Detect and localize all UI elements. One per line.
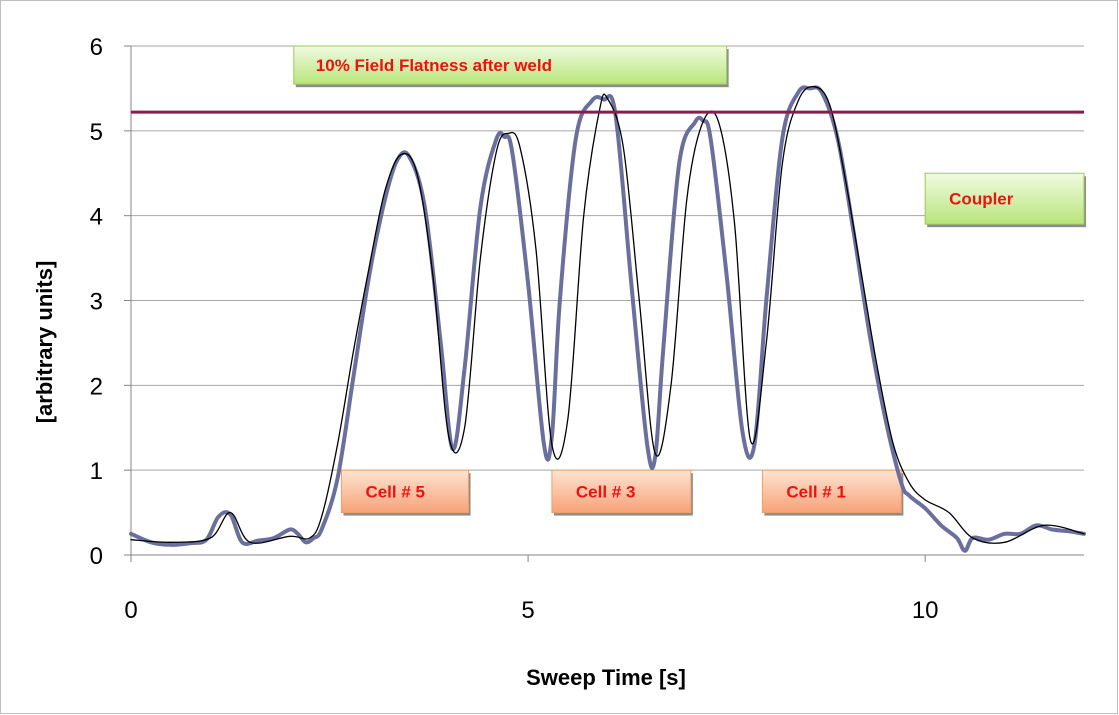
annotation-box	[293, 45, 728, 85]
annotation-box	[340, 469, 470, 514]
series-layer	[129, 85, 1086, 553]
y-tick-label: 3	[90, 289, 103, 316]
y-tick-label: 4	[90, 204, 103, 231]
annotation-label: Cell # 1	[786, 482, 846, 501]
y-tick-label: 1	[90, 458, 103, 485]
annotation-box	[924, 172, 1085, 225]
y-tick-label: 0	[90, 543, 103, 570]
annotation-box	[761, 469, 902, 514]
axis-layer	[124, 45, 1084, 562]
tick-label-layer: 0 1 2 3 4 5 6 0 5 10	[90, 34, 939, 624]
fit-series-line	[130, 85, 1085, 544]
x-tick-label: 5	[521, 597, 534, 624]
y-tick-label: 5	[90, 119, 103, 146]
annotation-label: Coupler	[949, 190, 1014, 209]
annotation-box	[551, 469, 692, 514]
y-axis-title: [arbitrary units]	[32, 261, 57, 424]
grid-layer	[131, 45, 1084, 471]
y-tick-label: 2	[90, 373, 103, 400]
annotation-label: Cell # 5	[365, 482, 425, 501]
annotation-label: 10% Field Flatness after weld	[316, 56, 552, 75]
annotation-text-layer: 10% Field Flatness after weld Coupler Cell…	[316, 56, 1014, 501]
x-tick-label: 0	[124, 597, 137, 624]
x-axis-title: Sweep Time [s]	[526, 665, 686, 690]
y-tick-label: 6	[90, 34, 103, 61]
annotation-label: Cell # 3	[576, 482, 636, 501]
annotation-box-layer	[293, 45, 1086, 516]
x-tick-label: 10	[912, 597, 939, 624]
